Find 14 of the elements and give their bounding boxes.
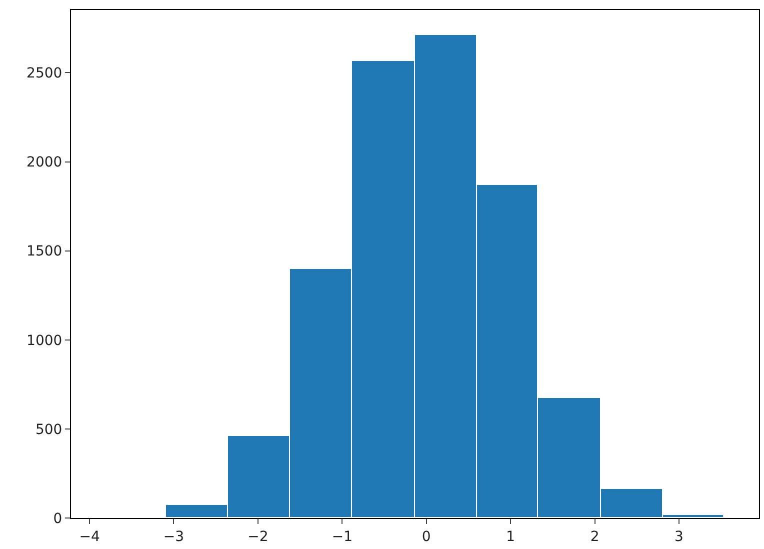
x-tick-label: 3 — [674, 528, 684, 545]
y-tick-label: 500 — [35, 422, 62, 438]
x-tick-label: 2 — [590, 528, 600, 545]
y-tick-label: 0 — [53, 510, 62, 527]
x-tick-label: −2 — [248, 528, 268, 545]
y-tick-label: 1500 — [26, 244, 62, 260]
x-tick-label: −3 — [163, 528, 184, 545]
x-tick-label: −1 — [332, 528, 352, 545]
x-tick-label: 0 — [422, 528, 431, 545]
y-tick-label: 1000 — [26, 332, 62, 349]
x-tick-label: −4 — [79, 528, 100, 545]
y-tick-label: 2500 — [26, 66, 62, 82]
y-tick-label: 2000 — [26, 154, 62, 171]
x-tick-label: 1 — [506, 528, 516, 545]
